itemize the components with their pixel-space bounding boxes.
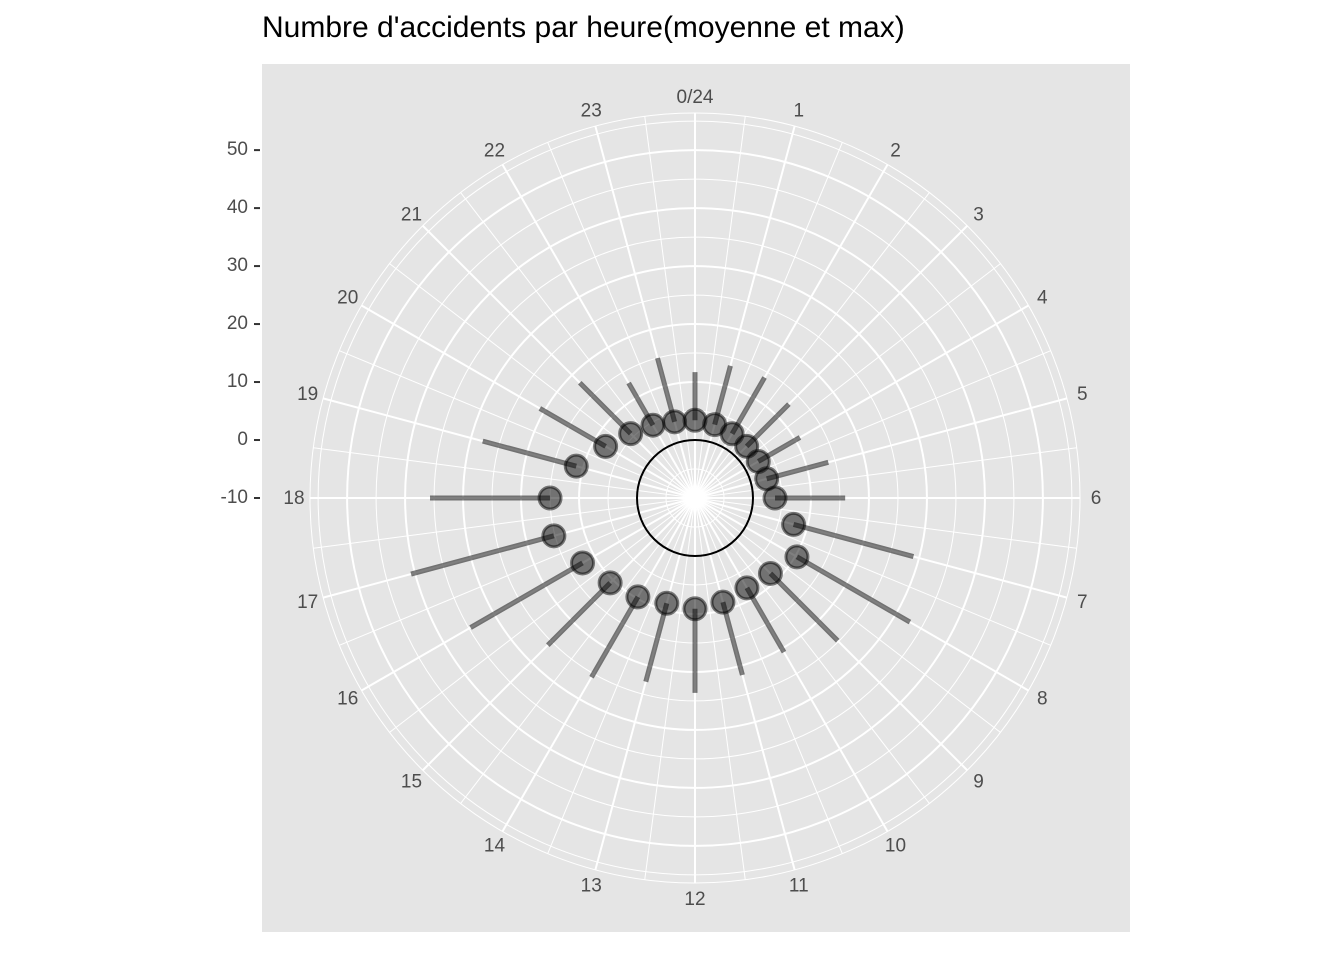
mean-point <box>541 523 567 549</box>
mean-point <box>618 421 644 447</box>
major-spoke <box>422 225 696 499</box>
x-tick-label: 10 <box>885 835 906 856</box>
major-spoke <box>594 497 696 871</box>
max-segment <box>469 560 584 630</box>
x-tick-label: 14 <box>484 835 506 856</box>
major-spoke <box>594 125 696 499</box>
minor-spoke <box>460 497 696 804</box>
major-spoke <box>361 304 696 499</box>
y-tick-label: -10 <box>221 487 248 508</box>
max-segment <box>720 601 745 676</box>
mean-point <box>570 550 596 576</box>
x-tick-label: 20 <box>337 288 358 309</box>
x-tick-label: 5 <box>1077 384 1088 405</box>
minor-spoke <box>313 447 696 499</box>
minor-spoke <box>460 192 696 499</box>
mean-point <box>654 590 680 616</box>
mean-point <box>597 570 623 596</box>
chart-title: Numbre d'accidents par heure(moyenne et … <box>262 11 905 44</box>
mean-point <box>762 485 788 511</box>
mean-point <box>537 485 563 511</box>
x-tick-label: 16 <box>337 689 358 710</box>
minor-spoke <box>694 447 1077 499</box>
minor-spoke <box>389 497 696 733</box>
minor-spoke <box>313 497 696 549</box>
minor-spoke <box>694 192 930 499</box>
minor-spoke <box>547 497 696 854</box>
mean-point <box>682 596 708 622</box>
x-tick-label: 22 <box>484 141 505 162</box>
minor-spoke <box>694 497 1077 549</box>
x-tick-label: 17 <box>297 592 318 613</box>
major-spoke <box>694 497 889 832</box>
grid-circle <box>346 149 1044 847</box>
mean-point <box>625 584 651 610</box>
x-tick-label: 3 <box>973 204 984 225</box>
x-tick-label: 11 <box>789 875 809 896</box>
x-tick-label: 19 <box>297 384 318 405</box>
x-tick-label: 21 <box>401 204 422 225</box>
mean-point <box>593 433 619 459</box>
x-tick-label: 4 <box>1037 288 1048 309</box>
major-spoke <box>501 164 696 499</box>
x-tick-label: 9 <box>973 772 984 793</box>
mean-point <box>734 575 760 601</box>
max-segment <box>792 521 915 559</box>
minor-spoke <box>547 142 696 499</box>
minor-spoke <box>389 263 696 499</box>
x-tick-label: 15 <box>401 772 422 793</box>
minor-spoke <box>694 116 746 499</box>
mean-point <box>640 412 666 438</box>
y-tick-label: 40 <box>227 197 248 218</box>
mean-point <box>710 589 736 615</box>
minor-spoke <box>694 497 843 854</box>
minor-spoke <box>694 497 930 804</box>
mean-point <box>662 409 688 435</box>
grid-circle <box>404 207 986 789</box>
minor-spoke <box>339 497 696 646</box>
mean-point <box>781 511 807 537</box>
x-tick-label: 13 <box>581 875 602 896</box>
reference-circle <box>636 439 754 557</box>
x-tick-label: 1 <box>793 101 804 122</box>
minor-spoke <box>644 116 696 499</box>
x-tick-label: 6 <box>1091 488 1102 509</box>
minor-spoke <box>694 263 1001 499</box>
y-tick-label: 50 <box>227 139 248 160</box>
x-tick-label: 0/24 <box>677 87 714 108</box>
y-tick-label: 30 <box>227 255 248 276</box>
minor-spoke <box>644 497 696 880</box>
max-segment <box>482 438 577 469</box>
x-tick-label: 12 <box>684 889 705 910</box>
max-segment <box>410 533 555 577</box>
x-tick-label: 2 <box>890 141 901 162</box>
x-tick-label: 23 <box>581 101 602 122</box>
max-segment <box>643 602 670 683</box>
minor-spoke <box>694 497 746 880</box>
max-segment <box>589 595 641 679</box>
x-tick-label: 18 <box>283 488 304 509</box>
max-segment <box>538 406 607 449</box>
x-tick-label: 7 <box>1077 592 1088 613</box>
minor-spoke <box>694 142 843 499</box>
max-segment <box>768 571 840 643</box>
minor-spoke <box>339 350 696 499</box>
mean-point <box>563 453 589 479</box>
minor-spoke <box>694 497 1001 733</box>
max-segment <box>795 554 912 625</box>
max-segment <box>546 581 612 647</box>
mean-point <box>757 560 783 586</box>
y-tick-label: 20 <box>227 313 248 334</box>
y-tick-label: 10 <box>227 371 248 392</box>
x-tick-label: 8 <box>1037 689 1048 710</box>
mean-point <box>784 544 810 570</box>
major-spoke <box>694 497 796 871</box>
minor-spoke <box>694 350 1051 499</box>
y-tick-label: 0 <box>237 429 248 450</box>
minor-spoke <box>694 497 1051 646</box>
